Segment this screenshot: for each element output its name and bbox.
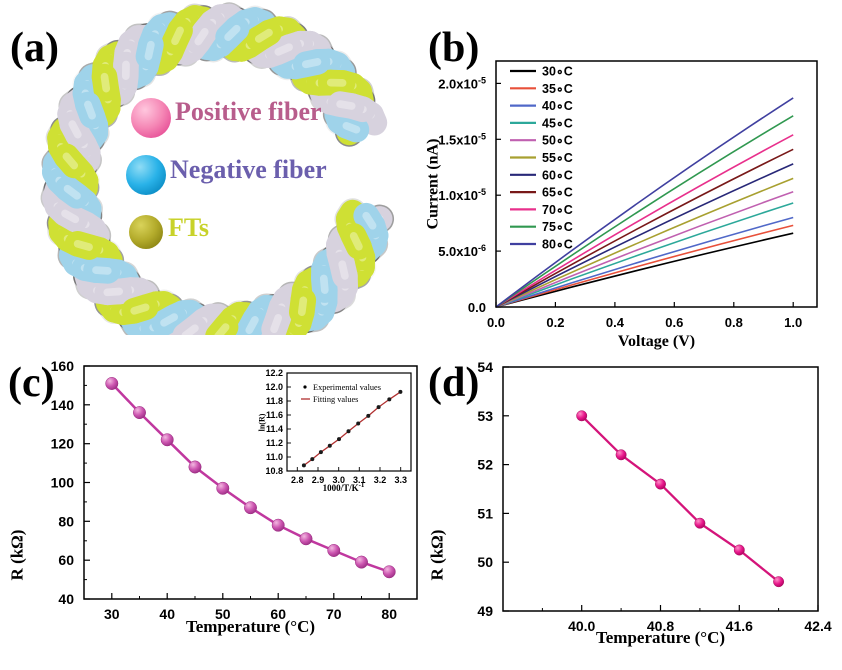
svg-text:0.8: 0.8 bbox=[725, 315, 743, 330]
svg-text:65∘C: 65∘C bbox=[542, 186, 573, 200]
svg-text:10.8: 10.8 bbox=[265, 466, 283, 476]
svg-text:45∘C: 45∘C bbox=[542, 116, 573, 130]
svg-text:51: 51 bbox=[477, 505, 493, 521]
svg-text:50: 50 bbox=[477, 554, 493, 570]
svg-text:54: 54 bbox=[477, 359, 493, 375]
svg-text:Experimental values: Experimental values bbox=[313, 383, 381, 392]
svg-text:0.6: 0.6 bbox=[665, 315, 683, 330]
svg-text:49: 49 bbox=[477, 603, 493, 619]
svg-text:35∘C: 35∘C bbox=[542, 82, 573, 96]
svg-text:160: 160 bbox=[51, 358, 75, 374]
svg-text:60: 60 bbox=[58, 552, 74, 568]
svg-text:1.0x10-5: 1.0x10-5 bbox=[438, 187, 486, 203]
svg-text:11.4: 11.4 bbox=[266, 424, 283, 434]
svg-text:0.0: 0.0 bbox=[468, 300, 486, 315]
svg-text:55∘C: 55∘C bbox=[542, 151, 573, 165]
svg-text:50∘C: 50∘C bbox=[542, 134, 573, 148]
svg-text:Fitting values: Fitting values bbox=[313, 395, 358, 404]
svg-text:1.0: 1.0 bbox=[784, 315, 802, 330]
svg-text:12.0: 12.0 bbox=[265, 382, 283, 392]
svg-text:53: 53 bbox=[477, 408, 493, 424]
svg-text:52: 52 bbox=[477, 457, 493, 473]
svg-text:0.0: 0.0 bbox=[487, 315, 505, 330]
svg-text:120: 120 bbox=[51, 436, 75, 452]
svg-text:11.0: 11.0 bbox=[266, 452, 283, 462]
svg-text:0.4: 0.4 bbox=[606, 315, 625, 330]
svg-text:80: 80 bbox=[58, 513, 74, 529]
svg-text:140: 140 bbox=[51, 397, 75, 413]
svg-text:11.6: 11.6 bbox=[266, 410, 283, 420]
svg-text:11.2: 11.2 bbox=[266, 438, 283, 448]
svg-text:2.0x10-5: 2.0x10-5 bbox=[438, 75, 486, 91]
svg-text:80∘C: 80∘C bbox=[542, 238, 573, 252]
svg-text:100: 100 bbox=[51, 475, 75, 491]
svg-text:40∘C: 40∘C bbox=[542, 99, 573, 113]
svg-text:12.2: 12.2 bbox=[265, 368, 283, 378]
svg-text:5.0x10-6: 5.0x10-6 bbox=[438, 243, 486, 259]
svg-text:70∘C: 70∘C bbox=[542, 203, 573, 217]
svg-text:0.2: 0.2 bbox=[546, 315, 564, 330]
svg-text:60∘C: 60∘C bbox=[542, 168, 573, 182]
svg-text:75∘C: 75∘C bbox=[542, 220, 573, 234]
svg-text:11.8: 11.8 bbox=[266, 396, 283, 406]
svg-text:40: 40 bbox=[58, 591, 74, 607]
svg-text:30∘C: 30∘C bbox=[542, 65, 573, 79]
svg-text:1.5x10-5: 1.5x10-5 bbox=[438, 131, 486, 147]
